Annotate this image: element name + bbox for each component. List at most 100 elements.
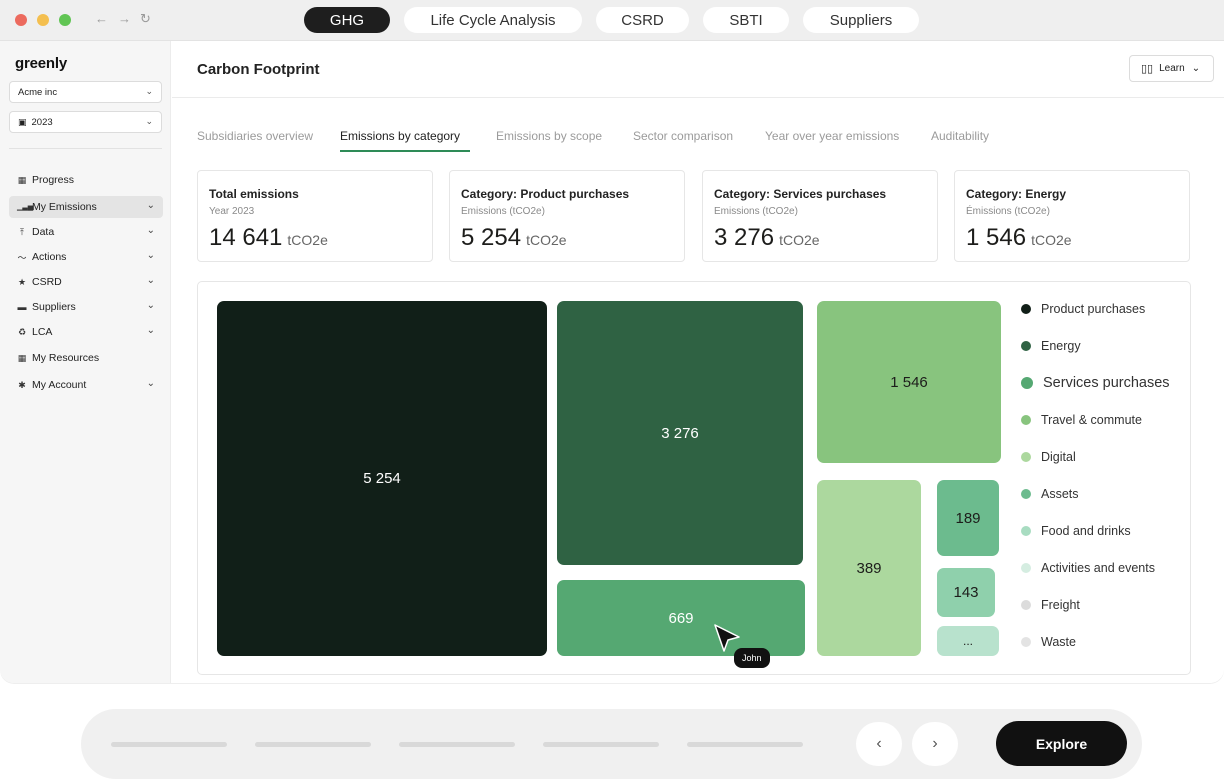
chevron-down-icon: ⌄: [146, 300, 155, 311]
sidebar-item-my-emissions[interactable]: ▁▃▅ My Emissions ⌄: [9, 196, 163, 218]
sidebar-item-label: Actions: [32, 251, 67, 263]
chevron-down-icon: ⌄: [146, 275, 155, 286]
year-select-value: 2023: [31, 116, 53, 128]
card-value-row: 5 254 tCO2e: [461, 224, 567, 252]
tab-life-cycle-analysis[interactable]: Life Cycle Analysis: [404, 7, 582, 33]
tab-suppliers[interactable]: Suppliers: [803, 7, 919, 33]
active-subtab-underline: [340, 150, 470, 152]
learn-button-label: Learn: [1159, 63, 1185, 74]
subtab-subsidiaries-overview[interactable]: Subsidiaries overview: [197, 129, 314, 143]
tile-label: 1 546: [890, 373, 928, 391]
legend-label: Services purchases: [1043, 375, 1170, 391]
year-select[interactable]: ▣ 2023 ⌄: [9, 111, 162, 133]
reload-icon[interactable]: ↻: [140, 11, 151, 26]
legend-item: Waste: [1021, 632, 1076, 652]
sidebar-item-label: Suppliers: [32, 301, 76, 313]
sidebar-item-my-resources[interactable]: ▦ My Resources: [9, 347, 163, 369]
previous-button[interactable]: ‹: [856, 722, 902, 766]
tab-ghg[interactable]: GHG: [304, 7, 390, 33]
legend-label: Food and drinks: [1041, 524, 1131, 538]
tile-label: 389: [856, 559, 882, 577]
product-purchases-card: Category: Product purchases Emissions (t…: [449, 170, 685, 262]
treemap-tile-more[interactable]: ...: [937, 626, 999, 656]
subtab-year-over-year-emissions[interactable]: Year over year emissions: [765, 129, 900, 143]
subtab-emissions-by-category[interactable]: Emissions by category: [340, 129, 461, 143]
card-unit: tCO2e: [779, 232, 820, 248]
card-subtitle: Émissions (tCO2e): [966, 206, 1050, 217]
tile-label: 669: [668, 609, 694, 627]
main-content: Carbon Footprint ▯▯ Learn ⌄ Subsidiaries…: [172, 41, 1224, 683]
sidebar-divider: [9, 148, 162, 149]
card-value-row: 3 276 tCO2e: [714, 224, 820, 252]
trend-icon: 〜: [17, 252, 27, 263]
sidebar: greenly Acme inc ⌄ ▣ 2023 ⌄ ▦ Progress ▁…: [0, 41, 171, 683]
legend-label: Energy: [1041, 339, 1081, 353]
legend-label: Freight: [1041, 598, 1080, 612]
tile-label: ...: [962, 634, 973, 648]
minimize-window-button[interactable]: [37, 14, 49, 26]
sidebar-item-label: My Emissions: [32, 201, 97, 213]
legend-label: Travel & commute: [1041, 413, 1142, 427]
total-emissions-card: Total emissions Year 2023 14 641 tCO2e: [197, 170, 433, 262]
treemap-tile-services-purchases[interactable]: 669: [557, 580, 805, 656]
legend-label: Waste: [1041, 635, 1076, 649]
chevron-down-icon: ⌄: [146, 325, 155, 336]
bar-chart-icon: ▁▃▅: [17, 204, 34, 211]
card-value-row: 14 641 tCO2e: [209, 224, 328, 252]
sidebar-item-data[interactable]: ⤒ Data ⌄: [9, 221, 163, 243]
calendar-icon: ▣: [18, 116, 27, 127]
recycle-icon: ♻: [17, 326, 27, 337]
tile-label: 143: [953, 584, 979, 601]
subtab-auditability[interactable]: Auditability: [931, 129, 990, 143]
legend-item: Services purchases: [1021, 373, 1170, 393]
legend-dot: [1021, 377, 1033, 389]
chevron-down-icon: ⌄: [146, 200, 155, 211]
treemap-tile-food-and-drinks[interactable]: 143: [937, 568, 995, 617]
close-window-button[interactable]: [15, 14, 27, 26]
learn-button[interactable]: ▯▯ Learn ⌄: [1129, 55, 1214, 82]
page-title: Carbon Footprint: [197, 61, 320, 78]
treemap-tile-product-purchases[interactable]: 5 254: [217, 301, 547, 656]
sidebar-item-progress[interactable]: ▦ Progress: [9, 169, 163, 191]
treemap-tile-travel-commute[interactable]: 1 546: [817, 301, 1001, 463]
legend-item: Product purchases: [1021, 299, 1145, 319]
chevron-down-icon: ⌄: [146, 378, 155, 389]
sidebar-item-suppliers[interactable]: ▬ Suppliers ⌄: [9, 296, 163, 318]
legend-label: Activities and events: [1041, 561, 1155, 575]
sidebar-item-lca[interactable]: ♻ LCA ⌄: [9, 321, 163, 343]
sidebar-item-label: LCA: [32, 326, 53, 338]
sidebar-item-my-account[interactable]: ✱ My Account ⌄: [9, 374, 163, 396]
legend-item: Energy: [1021, 336, 1081, 356]
placeholder-bar: [399, 742, 515, 747]
placeholder-bar: [255, 742, 371, 747]
forward-arrow-icon[interactable]: →: [118, 11, 131, 26]
card-value: 14 641: [209, 224, 283, 251]
subtab-emissions-by-scope[interactable]: Emissions by scope: [496, 129, 603, 143]
maximize-window-button[interactable]: [59, 14, 71, 26]
legend-dot: [1021, 489, 1031, 499]
company-select[interactable]: Acme inc ⌄: [9, 81, 162, 103]
chevron-down-icon: ⌄: [146, 250, 155, 261]
treemap-tile-assets[interactable]: 189: [937, 480, 999, 556]
card-value-row: 1 546 tCO2e: [966, 224, 1072, 252]
sidebar-item-csrd[interactable]: ★ CSRD ⌄: [9, 271, 163, 293]
tab-csrd[interactable]: CSRD: [596, 7, 689, 33]
tab-sbti[interactable]: SBTI: [703, 7, 789, 33]
card-title: Category: Services purchases: [714, 187, 887, 201]
gear-icon: ✱: [18, 379, 26, 390]
tile-label: 189: [955, 509, 981, 527]
star-icon: ★: [17, 276, 27, 287]
upload-icon: ⤒: [20, 226, 24, 237]
explore-button[interactable]: Explore: [996, 721, 1127, 766]
subtab-sector-comparison[interactable]: Sector comparison: [633, 129, 734, 143]
treemap-tile-digital[interactable]: 389: [817, 480, 921, 656]
greenly-logo[interactable]: greenly: [15, 55, 67, 72]
legend-label: Product purchases: [1041, 302, 1146, 316]
treemap-tile-energy[interactable]: 3 276: [557, 301, 803, 565]
sidebar-item-actions[interactable]: 〜 Actions ⌄: [9, 246, 163, 268]
folder-icon: ▬: [17, 302, 27, 312]
next-button[interactable]: ›: [912, 722, 958, 766]
back-arrow-icon[interactable]: ←: [95, 11, 108, 26]
tile-label: 5 254: [363, 470, 401, 487]
chevron-down-icon: ⌄: [145, 116, 153, 126]
